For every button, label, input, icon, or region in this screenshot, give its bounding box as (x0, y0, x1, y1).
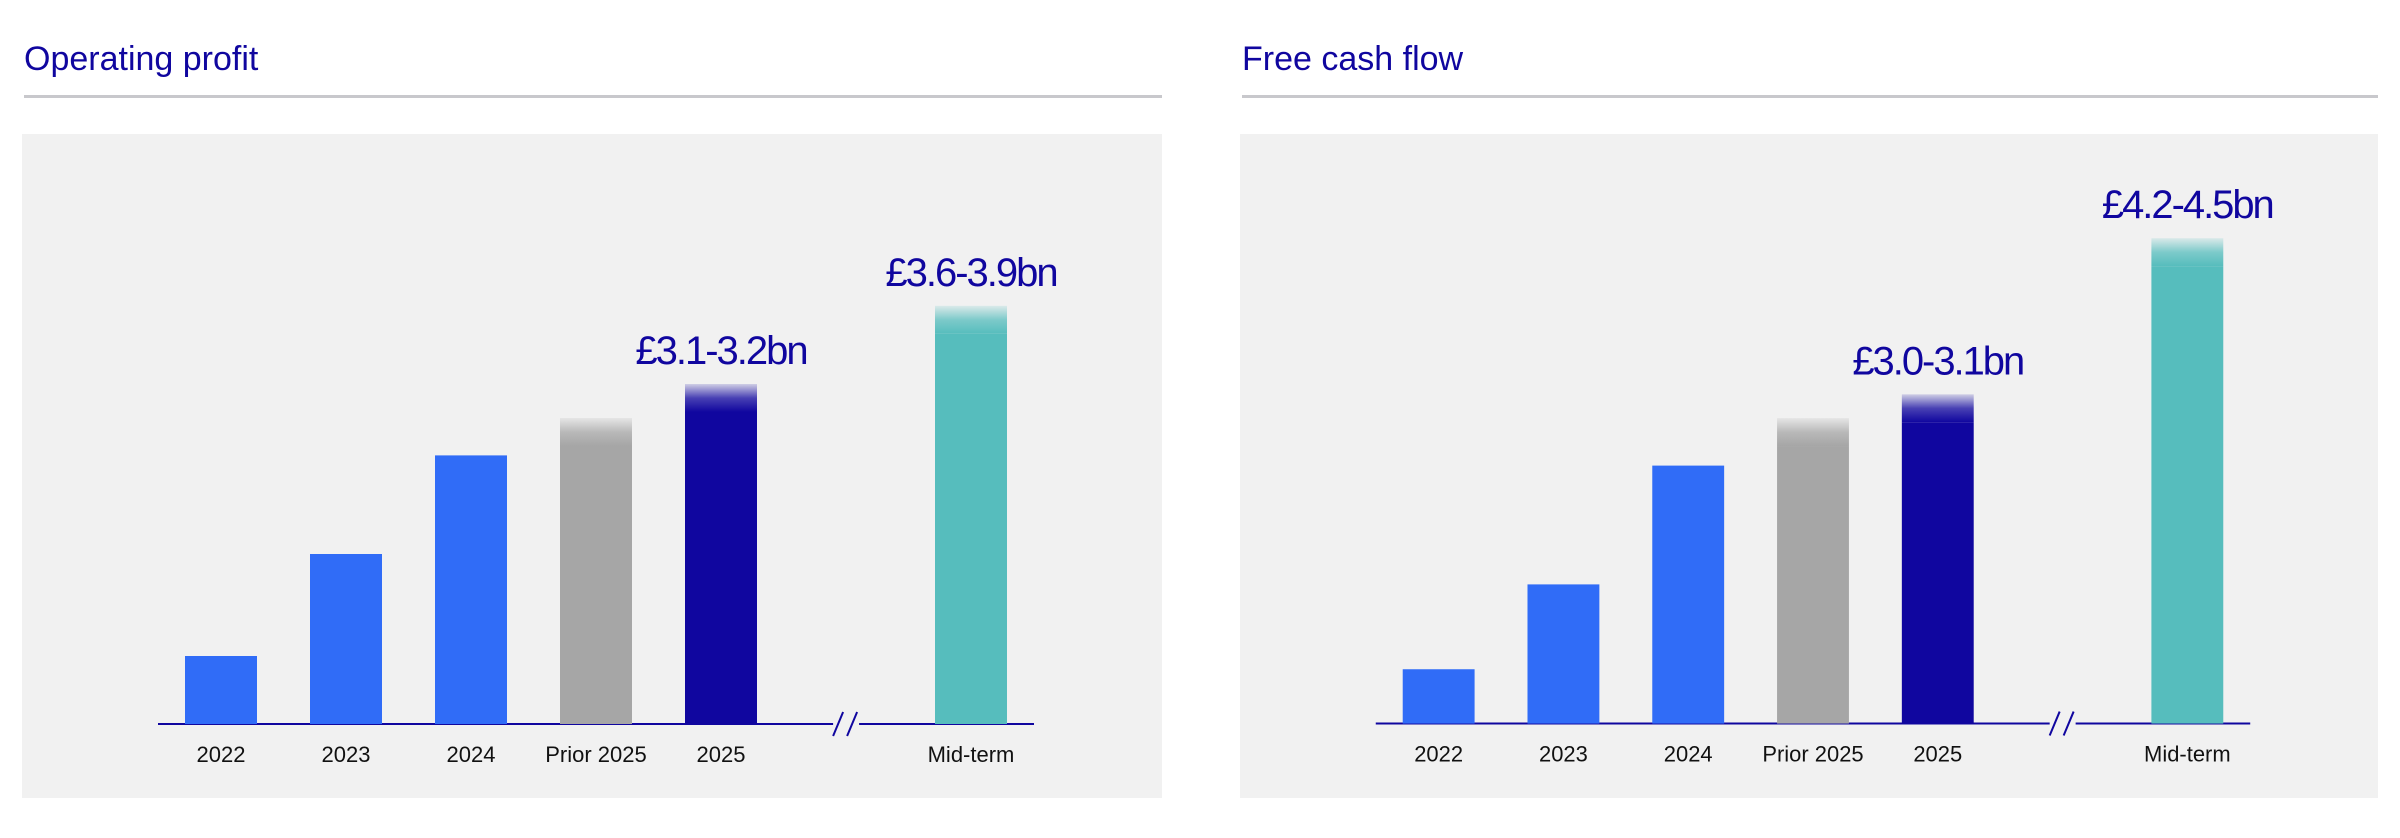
title-divider (1242, 95, 2378, 98)
range-value-label: £4.2-4.5bn (2102, 183, 2273, 227)
bar-prior-2025 (560, 446, 632, 724)
axis-break-mark (2062, 711, 2075, 736)
bar-mid-term (935, 333, 1007, 724)
bar-range-fade (685, 384, 757, 412)
x-tick-label: Mid-term (928, 742, 1015, 767)
bar-2024 (1652, 465, 1725, 724)
x-tick-label: 2023 (1539, 741, 1588, 766)
bar-range-fade (935, 305, 1007, 334)
range-value-label: £3.0-3.1bn (1852, 339, 2023, 383)
free-cash-flow-chart: 2022 2023 2024 Prior 2025 2025 Mid-term £3.0-3… (1240, 134, 2378, 798)
free-cash-flow-chart-svg: 2022 2023 2024 Prior 2025 2025 Mid-term £3.0-3… (1375, 183, 2275, 766)
x-tick-label: Mid-term (2144, 741, 2231, 766)
x-tick-label: 2024 (447, 742, 496, 767)
bar-range-fade (2151, 238, 2224, 267)
range-value-label: £3.1-3.2bn (635, 329, 806, 373)
bar-range-fade (1777, 418, 1849, 447)
bar-range-fade (560, 418, 632, 446)
range-value-label: £3.6-3.9bn (885, 251, 1056, 295)
operating-profit-chart-svg: 2022 2023 2024 Prior 2025 2025 Mid-term £3.1-3… (158, 251, 1059, 767)
x-tick-label: 2024 (1664, 741, 1713, 766)
axis-break-mark (832, 711, 845, 737)
bar-2024 (435, 455, 507, 724)
x-tick-label: 2025 (697, 742, 746, 767)
panel-title: Operating profit (24, 40, 259, 78)
x-tick-label: 2022 (197, 742, 246, 767)
x-tick-label: Prior 2025 (1762, 741, 1863, 766)
x-tick-label: Prior 2025 (545, 742, 647, 767)
bar-prior-2025 (1777, 446, 1849, 724)
bar-2025 (1901, 422, 1974, 724)
panel-title: Free cash flow (1242, 40, 1464, 78)
bar-2025 (685, 412, 757, 724)
operating-profit-chart: 2022 2023 2024 Prior 2025 2025 Mid-term £3.1-3… (22, 134, 1162, 798)
title-divider (24, 95, 1162, 98)
x-tick-label: 2023 (322, 742, 371, 767)
bar-mid-term (2151, 266, 2224, 724)
axis-break-mark (846, 711, 859, 737)
bar-2023 (1527, 584, 1600, 724)
bar-2022 (185, 656, 257, 724)
x-tick-label: 2025 (1913, 741, 1962, 766)
bar-range-fade (1901, 394, 1974, 423)
bar-2022 (1402, 669, 1475, 724)
axis-break-mark (2048, 711, 2061, 736)
x-tick-label: 2022 (1414, 741, 1463, 766)
bar-2023 (310, 554, 382, 724)
